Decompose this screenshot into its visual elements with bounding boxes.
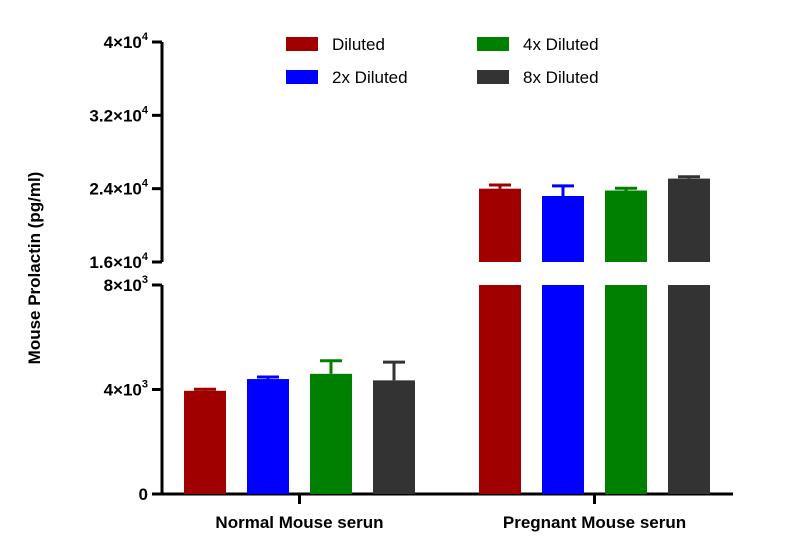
y-lower-tick-label: 8×103 xyxy=(104,274,148,295)
legend-label: 2x Diluted xyxy=(332,68,408,87)
y-lower-tick-label: 0 xyxy=(139,485,148,504)
bar xyxy=(605,190,647,262)
legend-label: Diluted xyxy=(332,35,385,54)
bar xyxy=(373,380,415,494)
bar xyxy=(184,390,226,494)
y-axis-title: Mouse Prolactin (pg/ml) xyxy=(25,172,44,365)
y-upper-tick-label: 3.2×104 xyxy=(89,104,148,125)
bar xyxy=(542,196,584,262)
legend-swatch xyxy=(477,37,509,51)
legend-swatch xyxy=(477,70,509,84)
y-upper-tick-label: 2.4×104 xyxy=(89,178,148,199)
legend-label: 8x Diluted xyxy=(523,68,599,87)
bar-lower-part xyxy=(605,285,647,494)
bar xyxy=(479,188,521,262)
bar xyxy=(247,379,289,494)
bar-lower-part xyxy=(542,285,584,494)
bar xyxy=(668,178,710,262)
bar-lower-part xyxy=(479,285,521,494)
legend-swatch xyxy=(286,70,318,84)
legend-swatch xyxy=(286,37,318,51)
legend-label: 4x Diluted xyxy=(523,35,599,54)
y-upper-tick-label: 4×104 xyxy=(104,31,149,52)
category-label: Normal Mouse serun xyxy=(215,513,383,532)
bar xyxy=(310,373,352,494)
y-upper-tick-label: 1.6×104 xyxy=(89,251,148,272)
bar-lower-part xyxy=(668,285,710,494)
category-label: Pregnant Mouse serun xyxy=(503,513,686,532)
y-lower-tick-label: 4×103 xyxy=(104,379,148,400)
